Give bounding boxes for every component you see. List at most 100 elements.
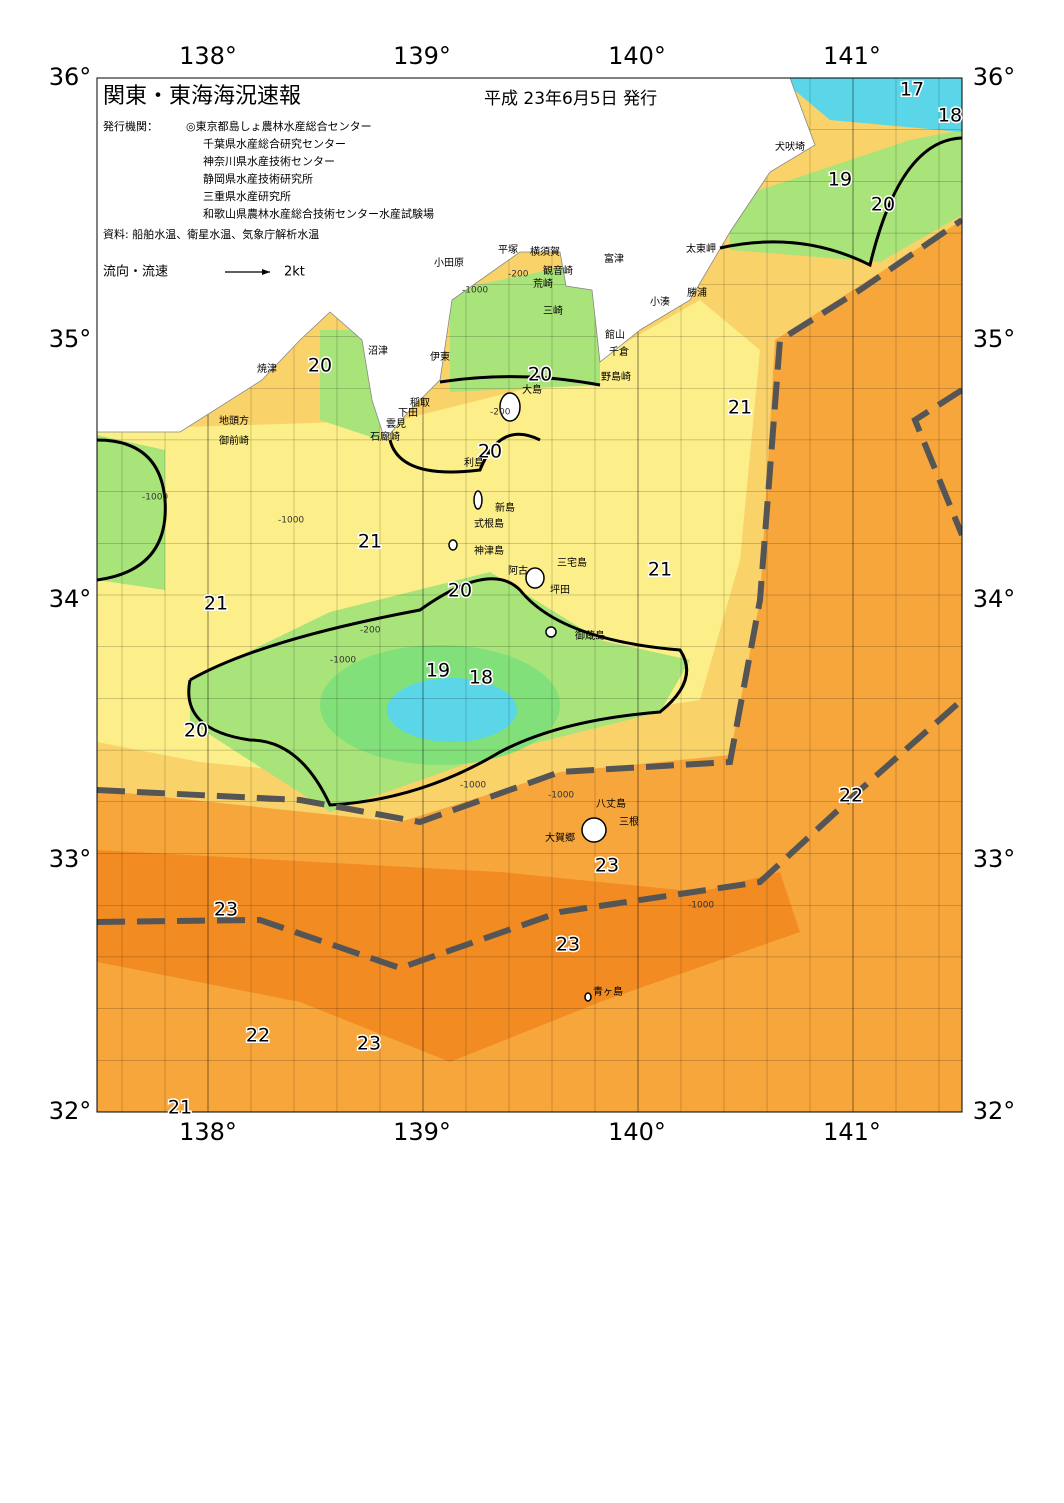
latitude-label: 32° xyxy=(973,1097,1016,1125)
place-name: 観音崎 xyxy=(543,264,573,277)
kuroshio-axis xyxy=(97,697,962,972)
cool-water xyxy=(730,130,962,262)
depth-label: -1000 xyxy=(548,791,574,801)
place-name: 地頭方 xyxy=(219,414,249,427)
place-name: 新島 xyxy=(495,501,515,514)
isotherm xyxy=(439,375,601,387)
isotherm-label: 21 xyxy=(648,559,672,581)
coldest-water xyxy=(780,78,962,132)
place-name: 御前崎 xyxy=(219,434,249,447)
isotherm-label: 23 xyxy=(595,855,619,877)
depth-label: -1000 xyxy=(330,656,356,666)
place-name: 沼津 xyxy=(368,344,388,357)
longitude-label: 140° xyxy=(608,1118,666,1146)
longitude-label: 138° xyxy=(179,1118,237,1146)
depth-label: -200 xyxy=(360,626,381,636)
issuer: 三重県水産研究所 xyxy=(203,189,291,203)
latitude-label: 33° xyxy=(49,845,92,873)
isotherm-label: 23 xyxy=(556,934,580,956)
isotherm-label: 20 xyxy=(448,580,472,602)
latitude-label: 35° xyxy=(49,325,92,353)
latitude-label: 36° xyxy=(973,63,1016,91)
place-name: 石廊崎 xyxy=(370,430,400,443)
isotherm-label: 21 xyxy=(204,593,228,615)
longitude-label: 140° xyxy=(608,42,666,70)
place-name: 三宅島 xyxy=(557,556,587,569)
place-name: 三崎 xyxy=(543,304,563,317)
isotherm-label: 21 xyxy=(358,531,382,553)
kuroshio-axis xyxy=(97,217,962,826)
island xyxy=(473,490,483,510)
isotherm-label: 20 xyxy=(308,355,332,377)
latitude-label: 36° xyxy=(49,63,92,91)
place-name: 八丈島 xyxy=(596,797,626,810)
map-frame xyxy=(96,77,963,1113)
place-name: 三根 xyxy=(619,815,639,828)
island xyxy=(499,392,521,422)
issuer: ◎東京都島しょ農林水産総合センター xyxy=(186,119,372,133)
place-name: 大島 xyxy=(522,383,542,396)
place-name: 野島崎 xyxy=(601,370,631,383)
issue-date: 平成 23年6月5日 発行 xyxy=(484,89,657,109)
place-name: 伊東 xyxy=(430,350,450,363)
place-name: 荒崎 xyxy=(533,277,553,290)
place-name: 焼津 xyxy=(257,363,277,375)
legend-arrow-head xyxy=(262,269,270,275)
depth-label: -200 xyxy=(490,408,511,418)
isotherm-label: 21 xyxy=(728,397,752,419)
place-name: 坪田 xyxy=(550,583,570,596)
issuer: 静岡県水産技術研究所 xyxy=(203,172,313,186)
land xyxy=(97,78,816,441)
isotherm-label: 23 xyxy=(214,899,238,921)
depth-label: -1000 xyxy=(460,781,486,791)
source: 資料: 船舶水温、衛星水温、気象庁解析水温 xyxy=(103,227,319,241)
isotherm-label: 19 xyxy=(828,169,852,191)
legend-label: 流向・流速 xyxy=(103,264,168,280)
depth-label: -1000 xyxy=(462,286,488,296)
place-name: 小湊 xyxy=(650,295,670,308)
isotherm xyxy=(388,432,541,474)
isotherm-label: 22 xyxy=(246,1025,270,1047)
isotherm-label: 17 xyxy=(900,79,924,101)
latitude-label: 34° xyxy=(973,585,1016,613)
coldest-water xyxy=(387,678,517,742)
depth-label: -1000 xyxy=(142,493,168,503)
place-name: 下田 xyxy=(398,408,418,419)
island xyxy=(448,539,458,551)
place-name: 御蔵島 xyxy=(575,629,605,642)
cool-water xyxy=(450,260,600,392)
issuer: 和歌山県農林水産総合技術センター水産試験場 xyxy=(203,207,434,221)
isotherm xyxy=(719,136,962,268)
isotherm-label: 20 xyxy=(871,194,895,216)
place-name: 富津 xyxy=(604,252,624,265)
isotherm-label: 23 xyxy=(357,1033,381,1055)
depth-label: -1000 xyxy=(688,901,714,911)
island xyxy=(584,992,592,1002)
place-name: 阿古 xyxy=(508,564,528,577)
issuer: 神奈川県水産技術センター xyxy=(203,154,335,168)
latitude-label: 32° xyxy=(49,1097,92,1125)
isotherm-label: 20 xyxy=(478,441,502,463)
place-name: 犬吠埼 xyxy=(775,140,805,153)
issuers-label: 発行機関： xyxy=(103,119,158,133)
place-name: 平塚 xyxy=(498,244,518,256)
place-name: 勝浦 xyxy=(687,286,707,299)
isotherm-label: 18 xyxy=(938,105,962,127)
place-name: 青ヶ島 xyxy=(593,985,623,998)
place-name: 太東岬 xyxy=(686,242,716,255)
longitude-label: 141° xyxy=(823,42,881,70)
isotherm-label: 20 xyxy=(184,720,208,742)
place-name: 小田原 xyxy=(434,257,464,269)
place-name: 大賀郷 xyxy=(545,831,575,844)
title: 関東・東海海況速報 xyxy=(103,84,301,109)
island xyxy=(545,626,557,638)
map-body xyxy=(97,78,962,1112)
isotherm-label: 19 xyxy=(426,660,450,682)
place-name: 千倉 xyxy=(609,345,629,358)
isotherm xyxy=(187,577,689,807)
cool-water xyxy=(97,435,165,590)
islands xyxy=(448,392,607,1002)
place-name: 利島 xyxy=(464,456,484,469)
kuroshio-axis xyxy=(911,387,962,537)
